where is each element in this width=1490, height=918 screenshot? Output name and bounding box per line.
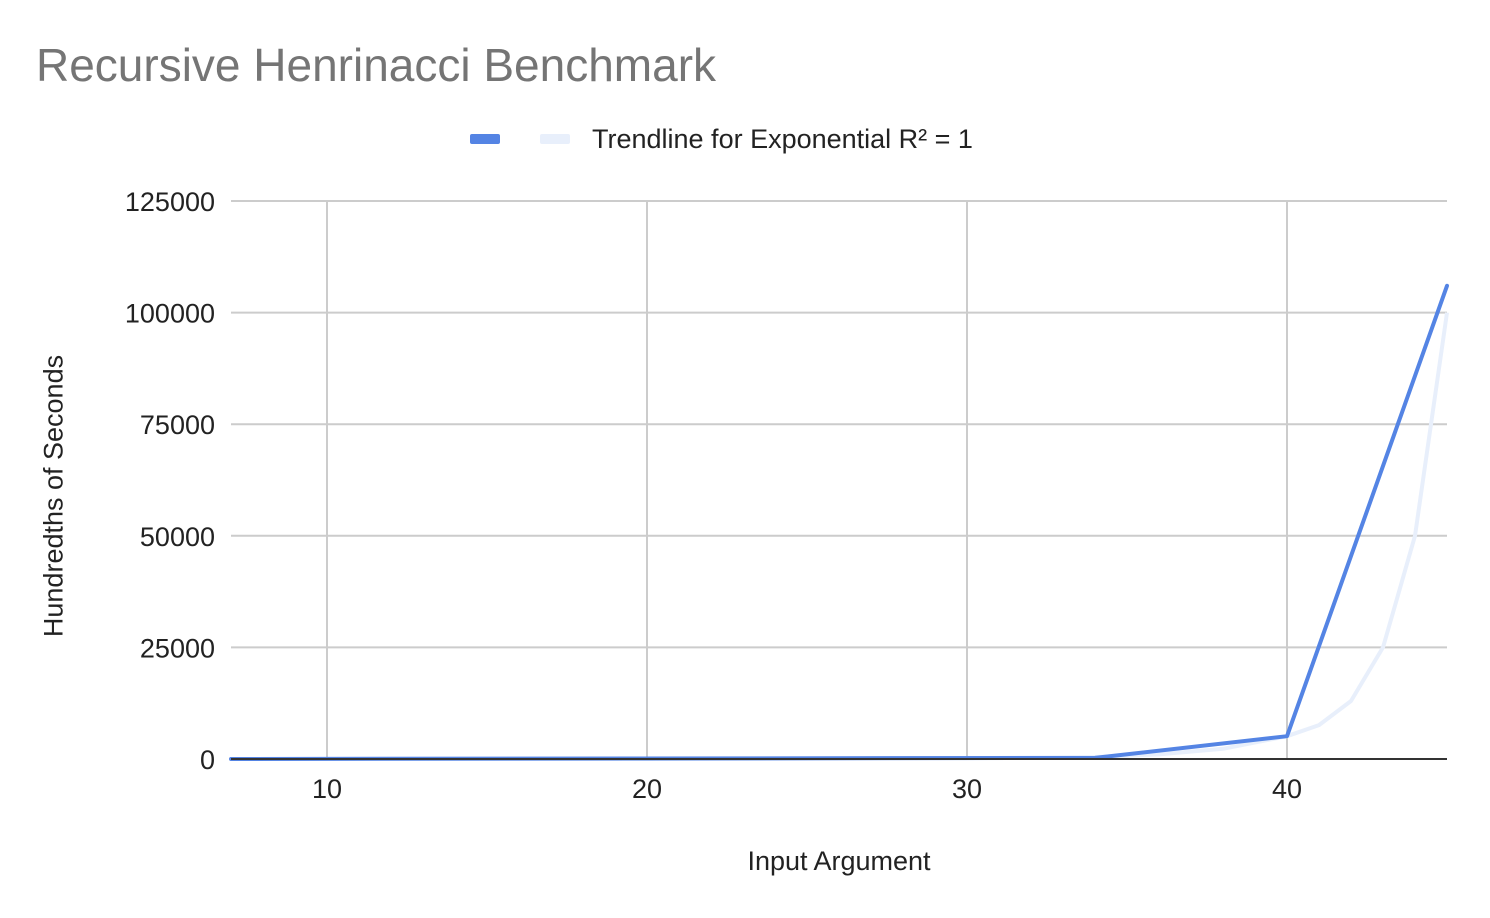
y-tick-label: 50000 — [140, 522, 215, 552]
x-tick-label: 30 — [952, 774, 982, 804]
series-line — [229, 283, 1449, 761]
legend-swatch-trendline — [540, 134, 570, 144]
x-tick-label: 10 — [312, 774, 342, 804]
chart-title: Recursive Henrinacci Benchmark — [36, 39, 717, 91]
legend-swatch-series — [470, 134, 500, 144]
legend-label-trendline: Trendline for Exponential R² = 1 — [592, 123, 973, 154]
y-tick-label: 25000 — [140, 633, 215, 663]
legend: Trendline for Exponential R² = 1 — [470, 122, 973, 156]
x-axis-title: Input Argument — [747, 846, 931, 876]
y-tick-label: 125000 — [125, 187, 215, 217]
y-tick-label: 0 — [200, 745, 215, 775]
y-tick-label: 75000 — [140, 410, 215, 440]
y-axis-title: Hundredths of Seconds — [38, 354, 69, 638]
x-tick-label: 20 — [632, 774, 662, 804]
y-tick-label: 100000 — [125, 299, 215, 329]
x-tick-label: 40 — [1272, 774, 1302, 804]
